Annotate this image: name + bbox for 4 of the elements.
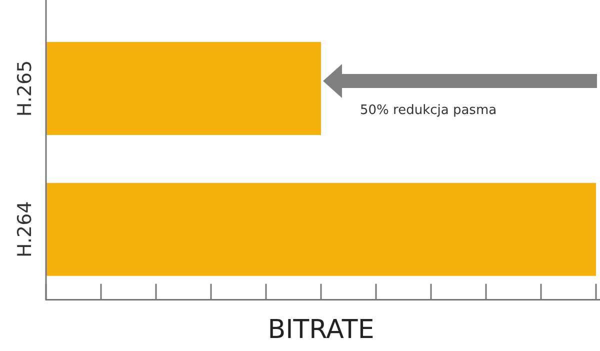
y-tick-label: H.264 bbox=[14, 201, 36, 258]
annotation: 50% redukcja pasma bbox=[360, 103, 497, 118]
y-tick-label: H.265 bbox=[14, 60, 36, 117]
x-axis-title: BITRATE bbox=[268, 315, 374, 346]
